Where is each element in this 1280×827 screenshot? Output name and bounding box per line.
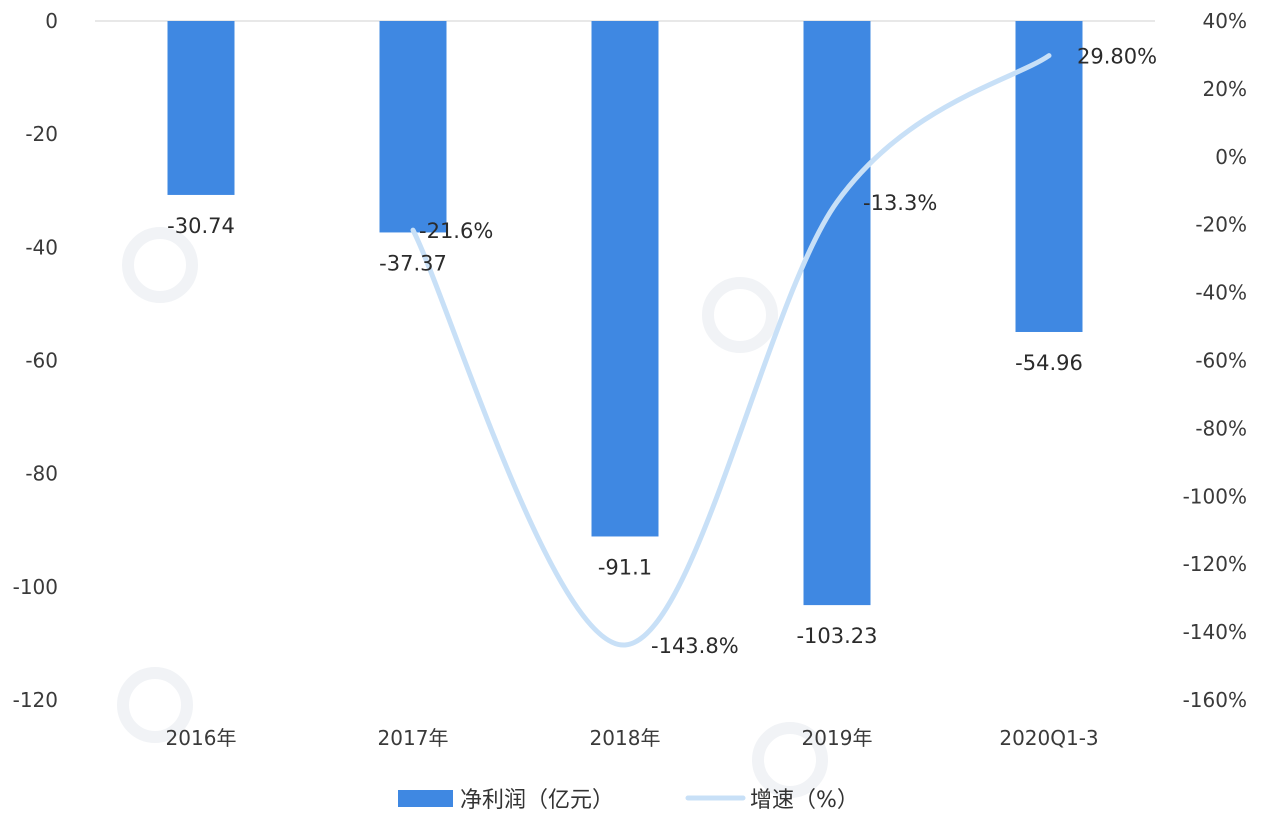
legend: 净利润（亿元） 增速（%） bbox=[398, 788, 859, 813]
right-axis-tick: -40% bbox=[1195, 281, 1247, 305]
legend-line-label: 增速（%） bbox=[750, 788, 859, 813]
watermarks bbox=[117, 227, 828, 798]
left-axis-tick: -80 bbox=[25, 462, 58, 486]
line-data-label: -21.6% bbox=[419, 219, 493, 243]
line-data-label: -13.3% bbox=[863, 191, 937, 215]
bar-data-label: -103.23 bbox=[796, 624, 877, 648]
watermark-logo-icon bbox=[117, 667, 193, 743]
x-axis-tick: 2016年 bbox=[166, 726, 237, 750]
right-axis-tick: -20% bbox=[1195, 213, 1247, 237]
right-axis-tick: -100% bbox=[1183, 484, 1247, 508]
x-axis-tick: 2018年 bbox=[590, 726, 661, 750]
x-axis-ticks: 2016年 2017年 2018年 2019年 2020Q1-3 bbox=[166, 726, 1099, 750]
watermark-logo-icon bbox=[122, 227, 198, 303]
right-axis-tick: 40% bbox=[1203, 9, 1247, 33]
left-axis-tick: -60 bbox=[25, 349, 58, 373]
right-axis-tick: -120% bbox=[1183, 552, 1247, 576]
bar-labels: -30.74 -37.37 -91.1 -103.23 -54.96 bbox=[167, 214, 1083, 648]
left-axis-tick: -100 bbox=[13, 575, 58, 599]
bar-data-label: -30.74 bbox=[167, 214, 235, 238]
left-axis-tick: -20 bbox=[25, 122, 58, 146]
line-data-label: 29.80% bbox=[1077, 45, 1157, 69]
right-axis-tick: -140% bbox=[1183, 620, 1247, 644]
line-labels: -21.6% -143.8% -13.3% 29.80% bbox=[419, 45, 1157, 658]
bars bbox=[167, 21, 1083, 606]
x-axis-tick: 2017年 bbox=[378, 726, 449, 750]
bar bbox=[803, 21, 871, 606]
right-axis-tick: 0% bbox=[1215, 145, 1247, 169]
line-data-label: -143.8% bbox=[651, 634, 739, 658]
bar-data-label: -37.37 bbox=[379, 251, 447, 275]
right-axis-tick: -80% bbox=[1195, 416, 1247, 440]
right-axis-tick: 20% bbox=[1203, 77, 1247, 101]
right-axis-ticks: 40% 20% 0% -20% -40% -60% -80% -100% -120% -140% -… bbox=[1183, 9, 1247, 712]
bar-data-label: -54.96 bbox=[1015, 351, 1083, 375]
bar bbox=[591, 21, 659, 537]
left-axis-tick: -40 bbox=[25, 235, 58, 259]
right-axis-tick: -160% bbox=[1183, 688, 1247, 712]
growth-line bbox=[410, 53, 1052, 648]
x-axis-tick: 2020Q1-3 bbox=[999, 726, 1098, 750]
legend-bar-label: 净利润（亿元） bbox=[460, 788, 614, 813]
right-axis-tick: -60% bbox=[1195, 349, 1247, 373]
bar bbox=[167, 21, 235, 195]
left-axis-tick: 0 bbox=[45, 9, 58, 33]
left-axis-ticks: 0 -20 -40 -60 -80 -100 -120 bbox=[13, 9, 58, 712]
bar bbox=[379, 21, 447, 233]
left-axis-tick: -120 bbox=[13, 688, 58, 712]
x-axis-tick: 2019年 bbox=[802, 726, 873, 750]
watermark-logo-icon bbox=[702, 277, 778, 353]
legend-bar-swatch bbox=[398, 790, 453, 807]
bar-data-label: -91.1 bbox=[598, 555, 652, 579]
watermark-logo-icon bbox=[752, 722, 828, 798]
bar bbox=[1015, 21, 1083, 332]
